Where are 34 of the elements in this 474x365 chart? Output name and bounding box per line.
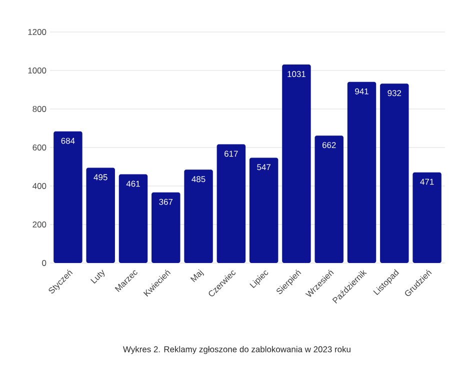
bar <box>380 84 409 263</box>
data-label: 471 <box>420 178 434 185</box>
bar <box>249 158 278 263</box>
data-label: 495 <box>94 174 108 180</box>
data-label: 662 <box>322 142 336 148</box>
data-label: 941 <box>355 88 368 94</box>
x-tick-label: Luty <box>90 270 105 284</box>
x-tick-label: Maj <box>190 269 204 282</box>
y-tick-label: 800 <box>32 106 46 112</box>
data-label: 1031 <box>288 71 306 78</box>
bar <box>184 170 213 263</box>
data-label: 617 <box>224 150 238 157</box>
bar <box>314 136 344 263</box>
bar <box>216 144 246 263</box>
bar <box>86 168 115 263</box>
data-label: 684 <box>61 138 75 144</box>
y-tick-label: 600 <box>32 144 46 150</box>
bar <box>54 131 82 263</box>
bar <box>347 82 376 263</box>
y-tick-label: 0 <box>42 260 46 266</box>
y-tick-label: 1000 <box>28 68 46 74</box>
data-label: 367 <box>159 198 173 205</box>
bar <box>152 192 180 263</box>
bar <box>412 172 442 263</box>
data-label: 461 <box>126 180 140 187</box>
bar <box>118 174 148 263</box>
text: Wykres 2. Reklamy zgłoszone do zablokowania w 2023 roku <box>123 346 350 354</box>
y-tick-label: 200 <box>32 222 46 228</box>
bar <box>282 64 311 263</box>
data-label: 485 <box>192 176 206 182</box>
data-label: 932 <box>388 90 402 96</box>
y-tick-label: 1200 <box>28 29 46 35</box>
data-label: 547 <box>257 164 270 170</box>
y-tick-label: 400 <box>32 183 46 189</box>
